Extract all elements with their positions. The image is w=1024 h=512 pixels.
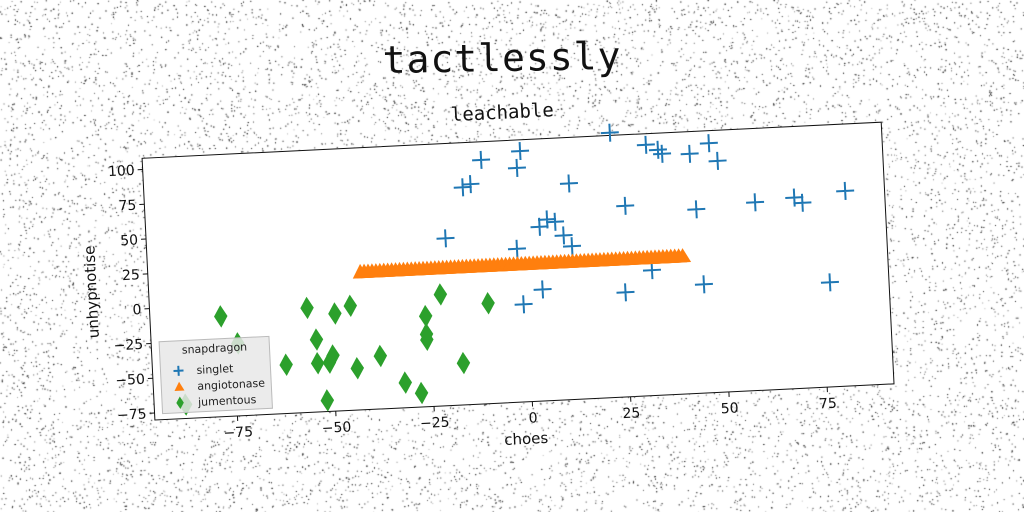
- x-tick-label-4: 25: [622, 405, 641, 422]
- singlet-point-30: [694, 275, 713, 294]
- legend-marker-jumentous: [176, 396, 184, 410]
- jumentous-point-20: [320, 389, 335, 412]
- series-singlet: [436, 123, 855, 314]
- legend-label-angiotonase: angiotonase: [197, 377, 266, 393]
- x-axis-label: choes: [504, 429, 549, 449]
- jumentous-point-2: [279, 353, 293, 376]
- angiotonase-point-82: [675, 248, 692, 263]
- jumentous-point-5: [310, 351, 325, 375]
- singlet-point-22: [687, 200, 706, 219]
- jumentous-point-10: [350, 357, 365, 380]
- y-tick-label-2: −25: [113, 337, 143, 354]
- singlet-point-18: [636, 135, 655, 154]
- singlet-point-14: [436, 229, 455, 248]
- singlet-point-8: [538, 210, 557, 229]
- singlet-point-13: [533, 280, 552, 299]
- legend-marker-angiotonase: [174, 381, 185, 392]
- singlet-point-21: [680, 144, 699, 163]
- singlet-point-1: [461, 175, 480, 194]
- legend-label-jumentous: jumentous: [197, 393, 257, 409]
- singlet-point-10: [554, 226, 573, 245]
- singlet-point-28: [836, 181, 855, 200]
- chart-subtitle: leachable: [450, 99, 554, 126]
- singlet-point-25: [746, 193, 765, 212]
- y-axis-ticks: −75 −50 −25 0 25 50 75 100: [108, 163, 155, 424]
- jumentous-point-6: [322, 351, 337, 374]
- x-tick-label-0: −75: [223, 424, 253, 441]
- chart-marks: [178, 123, 855, 416]
- x-tick-label-3: 0: [528, 410, 538, 426]
- singlet-point-16: [616, 196, 635, 215]
- singlet-point-12: [559, 174, 578, 193]
- jumentous-point-3: [300, 296, 314, 320]
- jumentous-point-7: [326, 344, 340, 367]
- jumentous-point-9: [343, 294, 358, 318]
- y-tick-label-1: −50: [115, 372, 145, 389]
- jumentous-point-8: [328, 302, 342, 325]
- series-jumentous: [178, 283, 495, 416]
- jumentous-point-11: [373, 344, 388, 368]
- y-tick-label-5: 50: [120, 232, 139, 249]
- y-tick-label-4: 25: [122, 267, 141, 284]
- legend-label-singlet: singlet: [196, 362, 234, 377]
- jumentous-point-0: [214, 305, 228, 328]
- jumentous-point-13: [414, 381, 429, 405]
- jumentous-point-12: [398, 371, 413, 394]
- singlet-point-29: [820, 273, 839, 292]
- singlet-point-27: [793, 193, 812, 212]
- jumentous-point-17: [433, 283, 448, 306]
- singlet-point-5: [507, 239, 527, 258]
- singlet-point-23: [699, 134, 718, 153]
- y-tick-label-6: 75: [118, 198, 137, 215]
- y-tick-label-0: −75: [117, 406, 147, 423]
- jumentous-point-16: [420, 328, 434, 351]
- x-tick-label-1: −50: [321, 419, 351, 436]
- singlet-point-6: [514, 295, 533, 314]
- x-axis-ticks: −75 −50 −25 0 25 50 75: [223, 387, 838, 442]
- legend-title: snapdragon: [182, 340, 248, 356]
- y-axis-label: unhypnotise: [80, 245, 103, 338]
- legend-box: [158, 335, 273, 415]
- singlet-point-0: [453, 178, 472, 197]
- singlet-point-17: [616, 283, 635, 302]
- plot-area: [141, 121, 895, 421]
- jumentous-point-14: [418, 304, 433, 328]
- legend-marker-singlet: [173, 365, 184, 376]
- singlet-point-24: [708, 151, 727, 170]
- x-tick-label-2: −25: [420, 415, 450, 432]
- singlet-point-11: [562, 237, 582, 256]
- singlet-point-19: [648, 140, 667, 159]
- y-tick-label-3: 0: [132, 302, 142, 318]
- singlet-point-3: [507, 158, 526, 177]
- jumentous-point-19: [481, 292, 495, 315]
- singlet-point-9: [546, 212, 565, 231]
- jumentous-point-4: [309, 328, 324, 351]
- series-angiotonase: [352, 248, 692, 279]
- x-tick-label-5: 50: [720, 400, 739, 417]
- singlet-point-2: [472, 150, 491, 169]
- singlet-point-15: [600, 123, 619, 142]
- x-tick-label-6: 75: [819, 396, 838, 413]
- singlet-point-4: [511, 141, 530, 161]
- jumentous-point-18: [456, 351, 471, 375]
- singlet-point-31: [642, 261, 662, 280]
- singlet-point-20: [653, 144, 672, 163]
- y-tick-label-7: 100: [108, 163, 135, 180]
